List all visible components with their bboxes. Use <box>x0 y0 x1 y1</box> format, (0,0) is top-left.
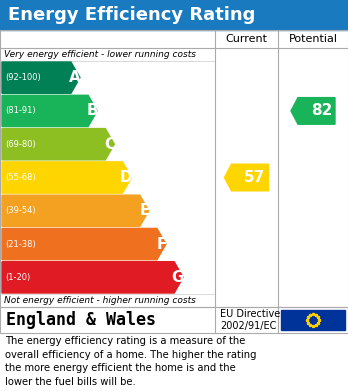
Polygon shape <box>2 62 80 93</box>
Text: (92-100): (92-100) <box>5 73 41 82</box>
Polygon shape <box>2 95 97 127</box>
Text: 57: 57 <box>244 170 266 185</box>
Bar <box>0 30 348 307</box>
Text: England & Wales: England & Wales <box>6 311 156 329</box>
Text: The energy efficiency rating is a measure of the
overall efficiency of a home. T: The energy efficiency rating is a measur… <box>5 336 256 387</box>
Bar <box>0 307 348 333</box>
Text: G: G <box>172 270 184 285</box>
Text: (55-68): (55-68) <box>5 173 36 182</box>
Text: F: F <box>157 237 167 251</box>
Text: (69-80): (69-80) <box>5 140 36 149</box>
Polygon shape <box>2 262 183 293</box>
Polygon shape <box>2 228 166 260</box>
Text: (1-20): (1-20) <box>5 273 30 282</box>
Text: (39-54): (39-54) <box>5 206 35 215</box>
Text: Energy Efficiency Rating: Energy Efficiency Rating <box>8 6 255 24</box>
Text: 82: 82 <box>311 104 332 118</box>
Text: Potential: Potential <box>288 34 338 44</box>
Text: (81-91): (81-91) <box>5 106 35 115</box>
Text: Very energy efficient - lower running costs: Very energy efficient - lower running co… <box>4 50 196 59</box>
Text: Not energy efficient - higher running costs: Not energy efficient - higher running co… <box>4 296 196 305</box>
Text: EU Directive
2002/91/EC: EU Directive 2002/91/EC <box>220 309 280 331</box>
Bar <box>281 310 345 330</box>
Text: Current: Current <box>226 34 268 44</box>
Text: B: B <box>87 104 98 118</box>
Text: C: C <box>104 137 115 152</box>
Text: E: E <box>140 203 150 218</box>
Text: A: A <box>69 70 81 85</box>
Bar <box>0 0 348 30</box>
Polygon shape <box>2 162 132 193</box>
Polygon shape <box>2 195 149 226</box>
Text: D: D <box>120 170 133 185</box>
Polygon shape <box>291 98 335 124</box>
Polygon shape <box>2 129 114 160</box>
Text: (21-38): (21-38) <box>5 240 36 249</box>
Polygon shape <box>224 164 269 191</box>
